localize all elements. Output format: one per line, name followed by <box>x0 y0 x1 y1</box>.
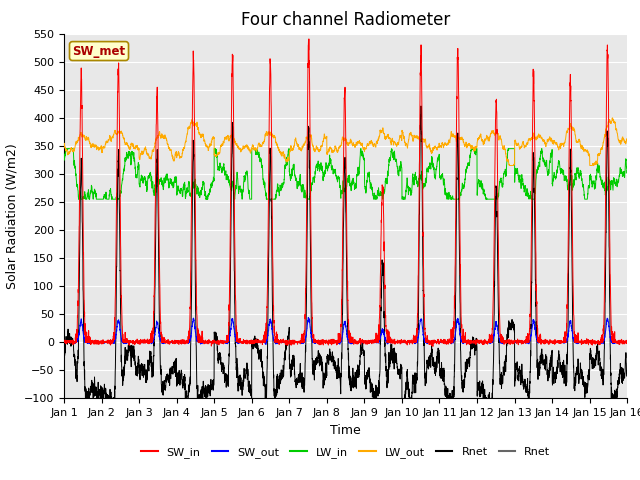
SW_out <box>623 339 630 345</box>
SW_out <box>472 339 480 345</box>
SW_out <box>441 340 449 346</box>
SW_in <box>623 338 630 344</box>
LW_out <box>441 140 449 146</box>
LW_in <box>60 154 68 160</box>
LW_in <box>504 147 512 153</box>
Text: SW_met: SW_met <box>72 45 125 58</box>
Rnet <box>623 368 630 373</box>
SW_in <box>623 340 631 346</box>
SW_in <box>161 339 169 345</box>
SW_out <box>161 340 169 346</box>
LW_in <box>623 168 631 173</box>
LW_in <box>472 146 480 152</box>
SW_out <box>60 340 68 346</box>
LW_in <box>623 165 630 171</box>
Line: SW_in: SW_in <box>64 39 627 347</box>
SW_in <box>60 339 68 345</box>
LW_out <box>609 115 616 121</box>
Line: Rnet: Rnet <box>64 106 627 414</box>
Rnet <box>504 334 512 340</box>
LW_out <box>60 142 68 147</box>
LW_out <box>324 146 332 152</box>
Line: LW_in: LW_in <box>64 149 627 199</box>
SW_in <box>429 344 436 349</box>
SW_in <box>472 339 480 345</box>
SW_in <box>504 339 512 345</box>
Rnet <box>417 103 425 109</box>
LW_in <box>325 160 333 166</box>
LW_out <box>623 137 630 143</box>
SW_in <box>305 36 313 42</box>
Y-axis label: Solar Radiation (W/m2): Solar Radiation (W/m2) <box>5 143 19 289</box>
SW_out <box>262 342 269 348</box>
SW_out <box>325 339 333 345</box>
LW_in <box>441 189 449 194</box>
SW_in <box>441 339 449 345</box>
LW_in <box>162 180 170 185</box>
SW_in <box>325 339 333 345</box>
LW_out <box>506 163 513 168</box>
Legend: SW_in, SW_out, LW_in, LW_out, Rnet, Rnet: SW_in, SW_out, LW_in, LW_out, Rnet, Rnet <box>136 443 555 462</box>
LW_out <box>504 157 511 163</box>
Rnet <box>60 349 68 355</box>
Line: LW_out: LW_out <box>64 118 627 166</box>
LW_in <box>62 146 70 152</box>
X-axis label: Time: Time <box>330 424 361 437</box>
LW_in <box>75 196 83 202</box>
Rnet <box>623 368 631 374</box>
Rnet <box>609 411 617 417</box>
Rnet <box>324 361 332 367</box>
Line: SW_out: SW_out <box>64 318 627 345</box>
SW_out <box>504 339 512 345</box>
Rnet <box>161 383 169 389</box>
LW_out <box>472 145 479 151</box>
LW_out <box>161 134 169 140</box>
LW_out <box>623 136 631 142</box>
Rnet <box>472 348 480 353</box>
SW_out <box>623 339 631 345</box>
Rnet <box>441 382 449 388</box>
Title: Four channel Radiometer: Four channel Radiometer <box>241 11 450 29</box>
SW_out <box>305 315 312 321</box>
